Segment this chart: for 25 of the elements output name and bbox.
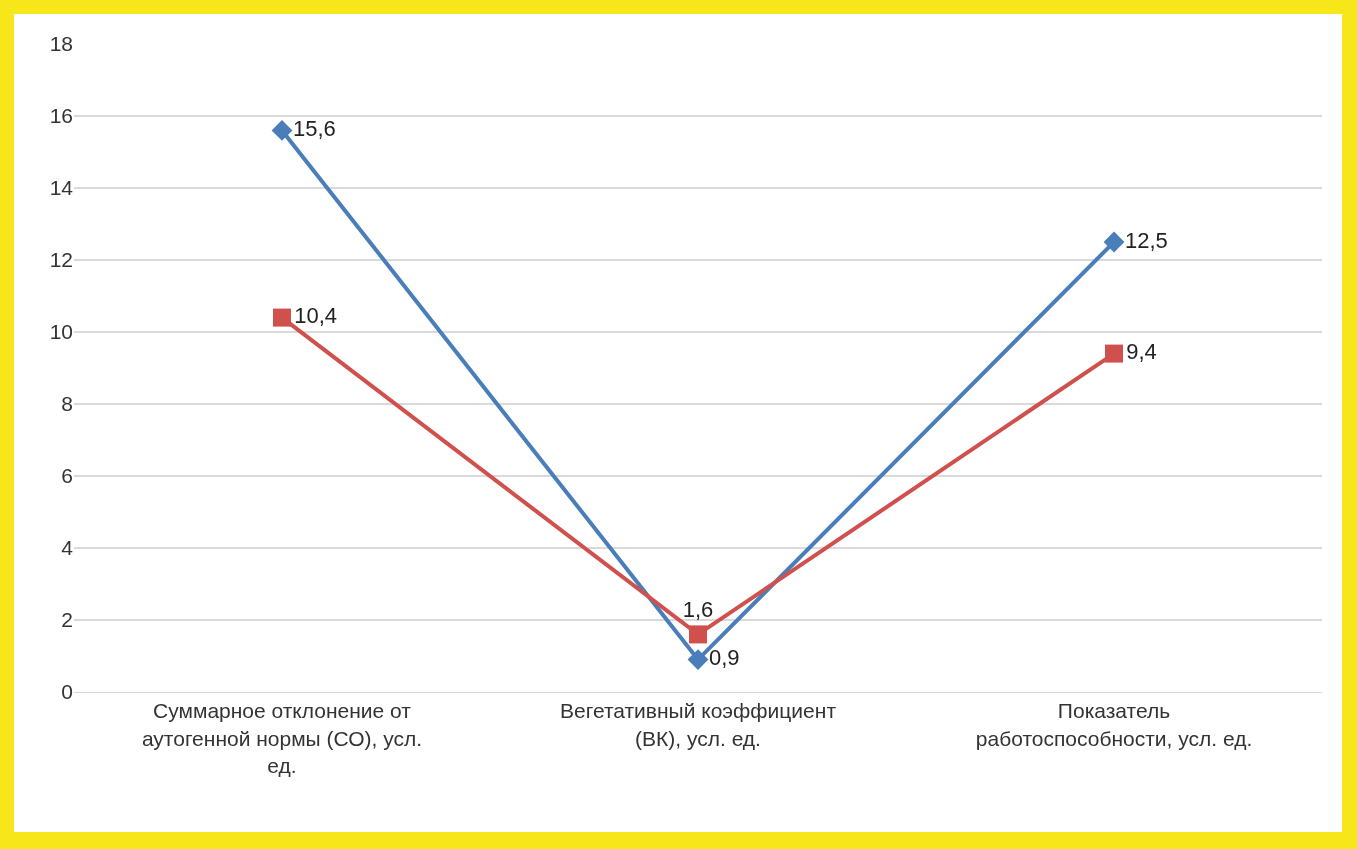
x-tick-label: Суммарное отклонение от аутогенной нормы (СО), усл. ед. (141, 699, 423, 777)
data-label: 0,9 (709, 645, 740, 671)
y-tick-label: 10 (49, 320, 73, 344)
y-tick-label: 4 (61, 536, 74, 560)
data-label: 1,6 (682, 596, 714, 622)
data-label: 10,4 (294, 303, 338, 329)
point (1103, 231, 1125, 253)
x-tick-label: Показатель работоспособности, усл. ед. (975, 699, 1253, 750)
y-tick-label: 6 (61, 464, 73, 488)
y-tick-label: 0 (61, 680, 73, 704)
data-label: 12,5 (1125, 227, 1168, 253)
data-label: 9,4 (1126, 339, 1157, 365)
y-tick-label: 16 (49, 104, 73, 128)
point (687, 649, 709, 670)
y-tick-label: 8 (61, 392, 73, 416)
point (689, 625, 707, 644)
point (1105, 344, 1123, 363)
x-tick-label: Вегетативный коэффициент (ВК), усл. ед. (560, 699, 837, 750)
point (271, 120, 293, 141)
y-tick-label: 12 (49, 248, 73, 272)
y-tick-label: 14 (49, 176, 74, 200)
y-tick-label: 2 (61, 608, 73, 632)
point (273, 308, 291, 327)
y-tick-label: 18 (49, 32, 73, 56)
data-label: 15,6 (293, 115, 336, 141)
